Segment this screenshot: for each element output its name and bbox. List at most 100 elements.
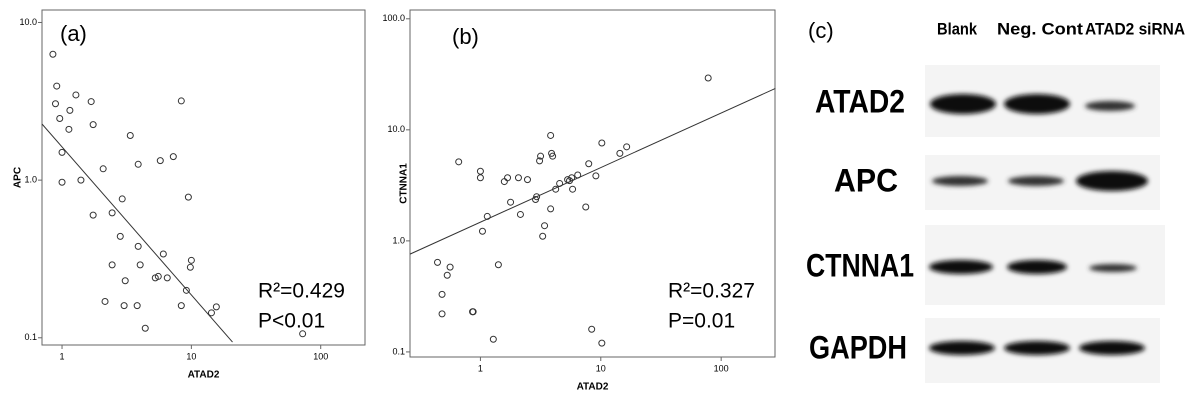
point xyxy=(207,309,215,317)
point xyxy=(126,131,134,139)
point xyxy=(51,100,59,108)
point xyxy=(504,174,512,182)
point xyxy=(523,176,531,184)
point xyxy=(116,232,124,240)
point xyxy=(552,185,560,193)
point xyxy=(187,256,195,264)
point xyxy=(574,171,582,179)
point xyxy=(212,303,220,311)
panel-label: (a) xyxy=(60,21,87,46)
band xyxy=(1076,171,1148,191)
row-label: ATAD2 xyxy=(815,83,905,119)
point xyxy=(182,286,190,294)
point xyxy=(516,210,524,218)
point xyxy=(489,335,497,343)
x-tick-label: 10 xyxy=(186,351,196,361)
y-tick-label: 10.0 xyxy=(387,124,405,134)
band xyxy=(929,260,993,274)
band xyxy=(1079,341,1145,355)
point xyxy=(169,153,177,161)
point xyxy=(443,271,451,279)
point xyxy=(66,106,74,114)
point xyxy=(592,172,600,180)
point xyxy=(598,139,606,147)
y-axis-label: CTNNA1 xyxy=(399,163,410,204)
x-tick-label: 1 xyxy=(60,351,65,361)
x-tick-label: 1 xyxy=(478,363,483,373)
point xyxy=(483,212,491,220)
y-tick-label: 1.0 xyxy=(24,175,37,185)
point xyxy=(507,198,515,206)
point xyxy=(514,174,522,182)
annotation: P=0.01 xyxy=(668,310,735,333)
point xyxy=(56,115,64,123)
point xyxy=(623,143,631,151)
point xyxy=(77,176,85,184)
point xyxy=(537,152,545,160)
band xyxy=(1085,101,1135,111)
point xyxy=(569,185,577,193)
plot-frame xyxy=(409,9,776,358)
point xyxy=(469,308,477,316)
point xyxy=(101,297,109,305)
point xyxy=(49,50,57,58)
y-tick-label: 0.1 xyxy=(24,332,37,342)
annotation: R²=0.327 xyxy=(668,280,755,303)
point xyxy=(434,258,442,266)
point xyxy=(539,232,547,240)
band xyxy=(929,341,995,355)
band xyxy=(932,176,988,186)
band xyxy=(1004,341,1070,355)
point xyxy=(556,179,564,187)
point xyxy=(541,222,549,230)
band xyxy=(930,94,996,114)
row-label: GAPDH xyxy=(809,329,907,365)
point xyxy=(58,178,66,186)
x-axis-label: ATAD2 xyxy=(188,370,220,381)
point xyxy=(72,91,80,99)
trendline xyxy=(41,123,233,343)
point xyxy=(588,325,596,333)
point xyxy=(533,193,541,201)
point xyxy=(536,157,544,165)
row-label: APC xyxy=(834,162,898,198)
plot-frame xyxy=(41,9,366,346)
x-tick-label: 10 xyxy=(596,363,606,373)
point xyxy=(141,324,149,332)
annotation: P<0.01 xyxy=(258,310,325,333)
point xyxy=(438,290,446,298)
point xyxy=(547,205,555,213)
blot-panel: (c) Blank Neg. Cont ATAD2 siRNA ATAD2 AP… xyxy=(806,18,1185,383)
y-tick-label: 0.1 xyxy=(392,346,405,356)
y-tick-label: 10.0 xyxy=(19,17,37,27)
point xyxy=(154,272,162,280)
point xyxy=(177,302,185,310)
point xyxy=(121,277,129,285)
point xyxy=(549,152,557,160)
point xyxy=(438,310,446,318)
point xyxy=(118,195,126,203)
point xyxy=(134,242,142,250)
point xyxy=(99,165,107,173)
column-label: Blank xyxy=(937,19,977,38)
point xyxy=(500,178,508,186)
point xyxy=(598,339,606,347)
point xyxy=(53,82,61,90)
point xyxy=(89,211,97,219)
point xyxy=(455,158,463,166)
point xyxy=(156,157,164,165)
point xyxy=(446,263,454,271)
y-tick-label: 1.0 xyxy=(392,235,405,245)
bands xyxy=(929,94,1148,355)
point xyxy=(177,97,185,105)
point xyxy=(58,148,66,156)
point xyxy=(159,250,167,258)
column-label: Neg. Cont xyxy=(997,19,1083,38)
point xyxy=(616,149,624,157)
point xyxy=(108,209,116,217)
point xyxy=(704,74,712,82)
column-label: ATAD2 siRNA xyxy=(1085,19,1185,38)
point xyxy=(299,330,307,338)
y-axis-label: APC xyxy=(13,167,24,188)
